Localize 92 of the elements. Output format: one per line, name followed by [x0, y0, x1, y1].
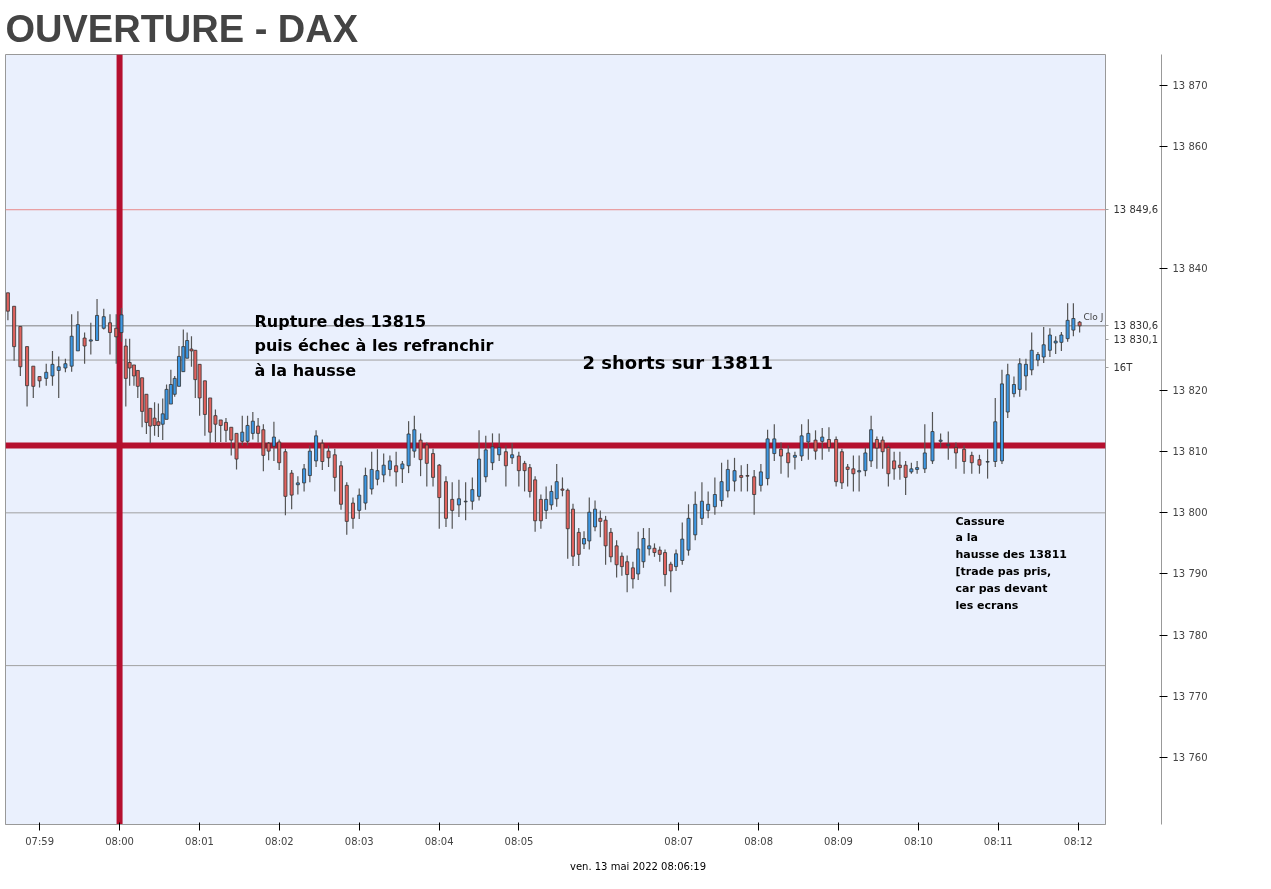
candlestick — [954, 441, 958, 470]
chart-title: OUVERTURE - DAX — [5, 7, 359, 50]
x-tick-label: 08:05 — [504, 835, 534, 847]
candlestick — [745, 463, 750, 493]
candlestick — [424, 441, 429, 488]
candlestick — [985, 448, 990, 480]
x-tick-label: 08:07 — [664, 835, 694, 847]
candlestick — [706, 490, 711, 519]
candlestick — [1029, 331, 1034, 376]
candlestick — [295, 475, 300, 496]
candlestick — [470, 476, 475, 511]
candlestick — [739, 464, 744, 493]
annotation: Cassure a la hausse des 13811 [trade pas pris, car pas devant les ecrans — [955, 514, 1067, 612]
candlestick — [1024, 358, 1028, 392]
candlestick — [510, 442, 515, 465]
x-tick-label: 08:00 — [105, 835, 134, 847]
ref-line-label: 13 849,6 — [1113, 204, 1159, 216]
candlestick — [806, 418, 811, 461]
candlestick — [699, 481, 704, 526]
candlestick — [497, 432, 502, 462]
candlestick — [44, 363, 49, 387]
candlestick — [732, 457, 737, 493]
y-tick-label: 13 840 — [1172, 262, 1208, 274]
annotation: Rupture des 13815 puis échec à les refranchir à la hausse — [254, 311, 494, 380]
candlestick — [82, 331, 87, 365]
candlestick — [827, 426, 831, 453]
candlestick — [101, 308, 106, 331]
candlestick — [725, 459, 730, 499]
candlestick — [108, 313, 112, 356]
x-tick-label: 08:02 — [264, 835, 294, 847]
x-tick-label: 07:59 — [25, 835, 55, 847]
candlestick — [127, 338, 132, 387]
candlestick — [946, 430, 951, 461]
x-tick-label: 08:11 — [983, 835, 1013, 847]
candlestick — [1012, 375, 1016, 398]
annotation: Clo J — [1083, 311, 1104, 322]
candlestick — [792, 451, 797, 471]
candlestick — [712, 476, 717, 516]
x-tick-label: 08:08 — [744, 835, 774, 847]
x-tick-label: 08:04 — [424, 835, 454, 847]
candlestick — [799, 423, 804, 462]
candlestick — [332, 448, 337, 493]
candlestick — [719, 462, 724, 508]
candlestick — [772, 423, 777, 462]
candlestick — [490, 432, 495, 471]
y-tick-label: 13 780 — [1172, 629, 1208, 641]
candlestick — [56, 355, 61, 399]
candlestick — [5, 292, 10, 321]
candlestick — [50, 350, 55, 387]
candlestick — [351, 496, 355, 530]
candlestick — [813, 429, 818, 461]
y-tick-label: 13 820 — [1172, 385, 1208, 397]
candlestick — [156, 402, 161, 438]
ref-line-label: 13 830,6 — [1113, 320, 1159, 332]
y-tick-label: 13 860 — [1172, 140, 1208, 152]
y-tick-label: 13 810 — [1172, 446, 1208, 458]
x-tick-label: 08:10 — [904, 835, 933, 847]
candlestick — [752, 469, 757, 516]
candlestick — [758, 463, 763, 493]
candlestick — [503, 445, 508, 488]
candlestick — [456, 479, 461, 518]
candlestick — [450, 481, 455, 530]
y-tick-label: 13 760 — [1172, 751, 1208, 763]
y-tick-label: 13 870 — [1172, 79, 1208, 91]
candlestick — [357, 487, 362, 520]
text: ven. 13 mai 2022 08:06:19 — [569, 860, 707, 872]
annotation: 2 shorts sur 13811 — [582, 352, 773, 373]
candlestick — [88, 322, 93, 356]
x-tick-label: 08:03 — [344, 835, 374, 847]
candlestick — [779, 441, 783, 475]
x-tick-label: 08:12 — [1063, 835, 1093, 847]
candlestick — [31, 365, 36, 399]
candlestick — [302, 463, 307, 493]
text: 13 830,1 — [1113, 334, 1159, 346]
candlestick — [969, 451, 974, 475]
candlestick — [152, 401, 157, 437]
y-tick-label: 13 800 — [1172, 507, 1208, 519]
y-tick-label: 13 770 — [1172, 690, 1208, 702]
y-tick-label: 13 790 — [1172, 568, 1208, 580]
text: 16T — [1113, 361, 1134, 373]
candlestick — [387, 454, 392, 477]
candlestick — [977, 454, 982, 475]
candlestick — [922, 423, 927, 474]
candlestick — [431, 448, 435, 488]
candlestick — [786, 445, 791, 478]
candlestick — [680, 522, 685, 566]
candlestick — [820, 427, 825, 461]
x-tick-label: 08:09 — [824, 835, 853, 847]
x-tick-label: 08:01 — [185, 835, 214, 847]
candlestick — [463, 481, 468, 521]
candlestick — [962, 445, 967, 475]
candlestick — [394, 451, 399, 488]
